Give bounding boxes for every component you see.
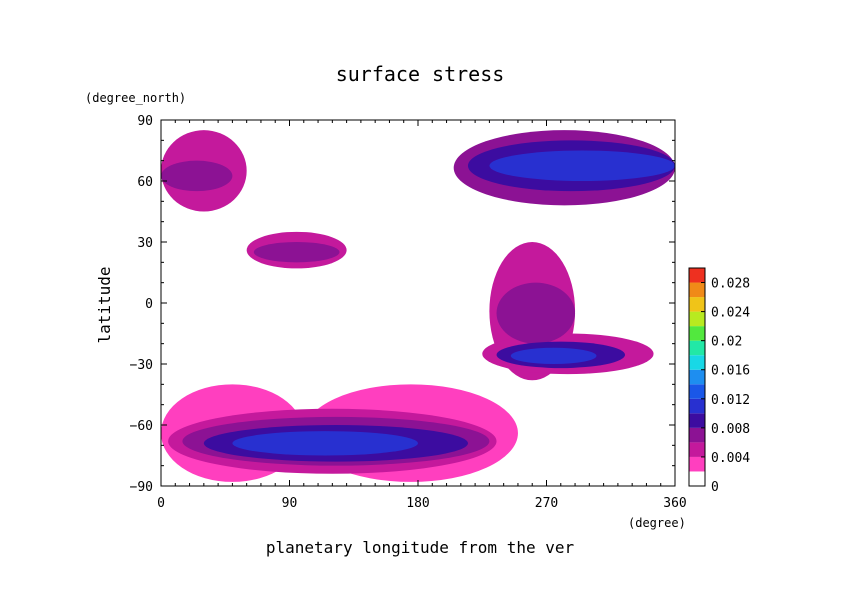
colorbar-swatch xyxy=(689,355,705,370)
x-tick-label: 270 xyxy=(535,496,558,511)
heatmap-field xyxy=(161,130,675,482)
y-tick-label: −90 xyxy=(130,480,153,495)
colorbar-swatch xyxy=(689,369,705,385)
heatmap-region xyxy=(253,242,340,263)
colorbar-swatch xyxy=(689,456,705,472)
y-tick-label: 30 xyxy=(137,236,153,251)
colorbar-tick-label: 0.028 xyxy=(711,277,750,292)
colorbar-swatch xyxy=(689,282,705,298)
y-tick-label: 0 xyxy=(145,297,153,312)
heatmap-region xyxy=(489,150,675,181)
x-units-label: (degree) xyxy=(628,516,686,530)
y-tick-label: 60 xyxy=(137,175,153,190)
heatmap-region xyxy=(232,431,418,456)
heatmap-region xyxy=(496,282,576,344)
heatmap-region xyxy=(161,160,233,192)
colorbar-tick-label: 0.024 xyxy=(711,306,750,321)
colorbar-tick-label: 0.016 xyxy=(711,364,750,379)
colorbar-swatch xyxy=(689,297,705,312)
heatmap-region xyxy=(510,347,597,364)
y-units-label: (degree_north) xyxy=(85,91,186,105)
x-tick-label: 0 xyxy=(157,496,165,511)
colorbar: 0 0.004 0.008 0.012 0.016 0.02 0.024 0.028 xyxy=(688,267,750,495)
colorbar-swatch xyxy=(689,340,705,356)
colorbar-swatch xyxy=(689,268,705,283)
colorbar-swatch xyxy=(689,384,705,399)
colorbar-tick-label: 0.012 xyxy=(711,393,750,408)
y-tick-label: 90 xyxy=(137,114,153,129)
colorbar-swatch xyxy=(689,471,705,486)
x-tick-label: 180 xyxy=(406,496,429,511)
colorbar-tick-label: 0.008 xyxy=(711,422,750,437)
colorbar-tick-label: 0 xyxy=(711,480,719,495)
x-tick-label: 90 xyxy=(282,496,298,511)
axis-ticks: 0 90 180 270 360 90 60 30 0 −30 −60 −90 xyxy=(130,114,687,511)
colorbar-swatch xyxy=(689,311,705,327)
x-axis-label: planetary longitude from the ver xyxy=(266,538,575,557)
chart-title: surface stress xyxy=(336,62,505,86)
y-axis-label: latitude xyxy=(95,266,114,343)
colorbar-swatch xyxy=(689,442,705,457)
x-tick-label: 360 xyxy=(663,496,686,511)
y-tick-label: −30 xyxy=(130,358,153,373)
colorbar-swatch xyxy=(689,326,705,341)
colorbar-swatch xyxy=(689,413,705,428)
colorbar-swatch xyxy=(689,398,705,414)
colorbar-tick-label: 0.02 xyxy=(711,335,742,350)
colorbar-tick-label: 0.004 xyxy=(711,451,750,466)
colorbar-frame xyxy=(688,267,706,487)
y-tick-label: −60 xyxy=(130,419,153,434)
colorbar-swatch xyxy=(689,427,705,443)
